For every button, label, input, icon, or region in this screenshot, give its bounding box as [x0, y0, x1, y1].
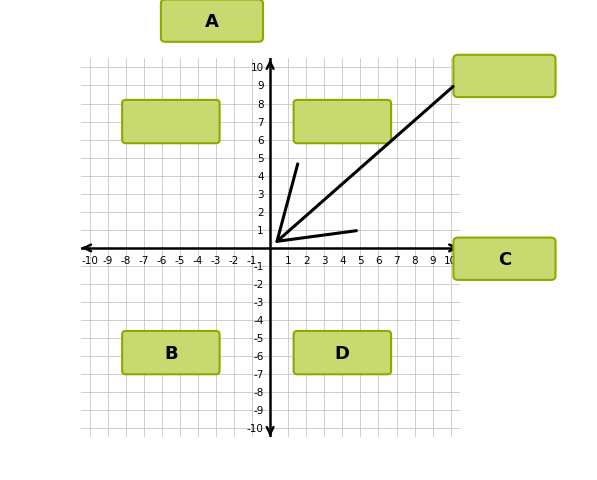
Text: -1: -1 [254, 262, 264, 271]
Text: 3: 3 [257, 190, 264, 199]
Text: 8: 8 [257, 99, 264, 109]
Text: D: D [335, 344, 350, 362]
Text: 2: 2 [303, 256, 310, 265]
Text: 7: 7 [257, 117, 264, 127]
Text: -5: -5 [254, 334, 264, 344]
Text: -8: -8 [121, 256, 131, 265]
Text: -7: -7 [139, 256, 149, 265]
FancyBboxPatch shape [294, 331, 391, 374]
Text: -10: -10 [81, 256, 98, 265]
Text: -2: -2 [254, 279, 264, 289]
Text: -1: -1 [247, 256, 257, 265]
Text: 4: 4 [339, 256, 346, 265]
Text: 2: 2 [257, 207, 264, 217]
Text: 6: 6 [257, 135, 264, 145]
Text: -8: -8 [254, 387, 264, 397]
Text: 4: 4 [257, 171, 264, 181]
Text: -7: -7 [254, 370, 264, 380]
Text: B: B [164, 344, 178, 362]
Text: -2: -2 [229, 256, 239, 265]
Text: -3: -3 [254, 298, 264, 307]
FancyBboxPatch shape [122, 101, 220, 144]
Text: A: A [205, 12, 219, 31]
Text: -4: -4 [193, 256, 203, 265]
Text: 9: 9 [429, 256, 436, 265]
Text: 10: 10 [444, 256, 457, 265]
Text: -6: -6 [156, 256, 167, 265]
Text: 3: 3 [321, 256, 328, 265]
Text: 1: 1 [285, 256, 291, 265]
Text: -9: -9 [254, 406, 264, 416]
Text: 10: 10 [251, 63, 264, 73]
Text: 1: 1 [257, 226, 264, 235]
Text: 7: 7 [393, 256, 400, 265]
Text: 8: 8 [411, 256, 418, 265]
Text: 9: 9 [257, 81, 264, 91]
Text: -5: -5 [175, 256, 185, 265]
Text: -6: -6 [254, 351, 264, 361]
FancyBboxPatch shape [122, 331, 220, 374]
Text: C: C [498, 250, 511, 268]
Text: 5: 5 [257, 153, 264, 163]
Text: 6: 6 [375, 256, 381, 265]
Text: -9: -9 [103, 256, 113, 265]
Text: -4: -4 [254, 315, 264, 325]
Text: -10: -10 [247, 423, 264, 433]
Text: 5: 5 [357, 256, 364, 265]
Text: -3: -3 [211, 256, 221, 265]
FancyBboxPatch shape [294, 101, 391, 144]
